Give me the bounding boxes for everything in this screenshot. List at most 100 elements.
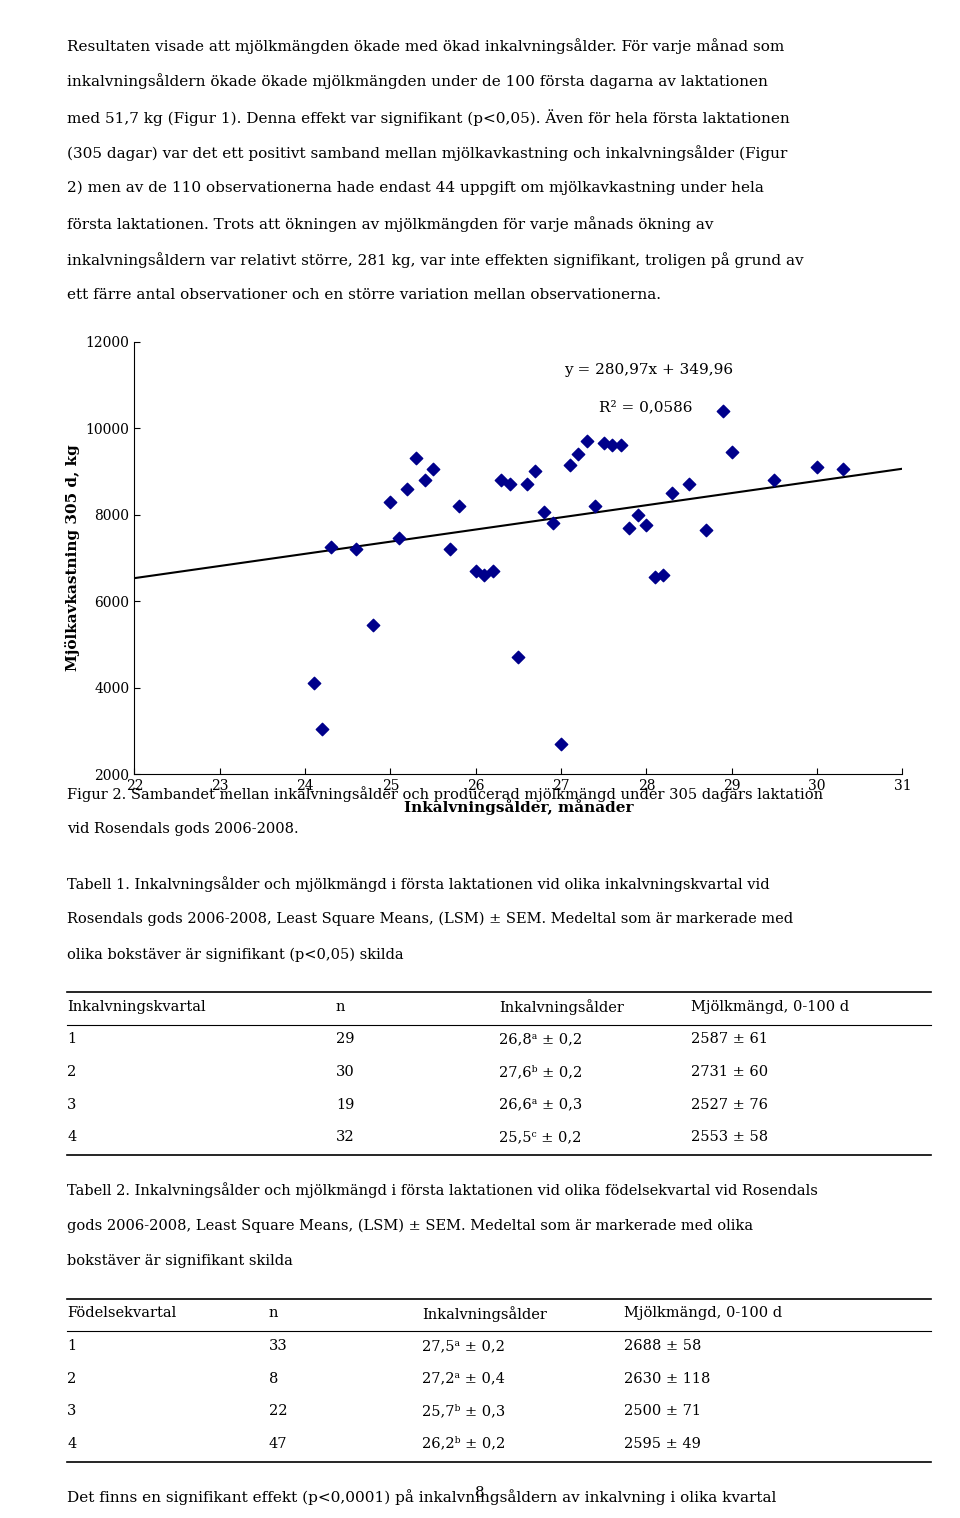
Text: gods 2006-2008, Least Square Means, (LSM) ± SEM. Medeltal som är markerade med o: gods 2006-2008, Least Square Means, (LSM… <box>67 1217 754 1233</box>
Point <box>682 472 697 496</box>
Text: 27,6ᵇ ± 0,2: 27,6ᵇ ± 0,2 <box>499 1064 583 1079</box>
Point <box>417 468 432 492</box>
Text: 1: 1 <box>67 1339 77 1353</box>
Text: 29: 29 <box>336 1032 354 1046</box>
Point <box>809 455 825 480</box>
Text: 27,5ᵃ ± 0,2: 27,5ᵃ ± 0,2 <box>422 1339 505 1353</box>
Text: 25,5ᶜ ± 0,2: 25,5ᶜ ± 0,2 <box>499 1129 582 1145</box>
Text: n: n <box>336 999 346 1014</box>
Point <box>476 563 492 587</box>
Text: Inkalvningsålder: Inkalvningsålder <box>499 999 624 1016</box>
Point <box>315 716 330 741</box>
Point <box>638 513 654 537</box>
Text: Inkalvningskvartal: Inkalvningskvartal <box>67 999 205 1014</box>
Text: 30: 30 <box>336 1064 355 1079</box>
Point <box>468 559 484 583</box>
Point <box>656 563 671 587</box>
Text: Mjölkmängd, 0-100 d: Mjölkmängd, 0-100 d <box>624 1305 782 1321</box>
Point <box>562 452 577 477</box>
Point <box>323 534 338 559</box>
Point <box>408 446 423 471</box>
Text: vid Rosendals gods 2006-2008.: vid Rosendals gods 2006-2008. <box>67 821 299 836</box>
Text: första laktationen. Trots att ökningen av mjölkmängden för varje månads ökning a: första laktationen. Trots att ökningen a… <box>67 216 713 232</box>
Y-axis label: Mjölkavkastning 305 d, kg: Mjölkavkastning 305 d, kg <box>65 445 80 671</box>
Text: 32: 32 <box>336 1129 354 1145</box>
Text: Mjölkmängd, 0-100 d: Mjölkmängd, 0-100 d <box>691 999 850 1014</box>
Point <box>502 472 517 496</box>
Text: 4: 4 <box>67 1129 77 1145</box>
Point <box>511 645 526 669</box>
Point <box>425 457 441 481</box>
Point <box>835 457 851 481</box>
Text: 26,8ᵃ ± 0,2: 26,8ᵃ ± 0,2 <box>499 1032 583 1046</box>
Text: 2731 ± 60: 2731 ± 60 <box>691 1064 768 1079</box>
Point <box>724 440 739 465</box>
Point <box>519 472 535 496</box>
Text: 2630 ± 118: 2630 ± 118 <box>624 1371 710 1386</box>
Text: 2500 ± 71: 2500 ± 71 <box>624 1404 701 1418</box>
Point <box>392 527 407 551</box>
Point <box>596 431 612 455</box>
Text: Tabell 2. Inkalvningsålder och mjölkmängd i första laktationen vid olika födelse: Tabell 2. Inkalvningsålder och mjölkmäng… <box>67 1183 818 1198</box>
Text: 8: 8 <box>269 1371 278 1386</box>
Point <box>605 433 620 457</box>
Point <box>528 458 543 483</box>
Point <box>767 468 782 492</box>
Point <box>366 613 381 638</box>
Text: 19: 19 <box>336 1098 354 1111</box>
Text: Resultaten visade att mjölkmängden ökade med ökad inkalvningsålder. För varje må: Resultaten visade att mjölkmängden ökade… <box>67 38 784 53</box>
Text: Figur 2. Sambandet mellan inkalvningsålder och producerad mjölkmängd under 305 d: Figur 2. Sambandet mellan inkalvningsåld… <box>67 786 824 802</box>
Text: Tabell 1. Inkalvningsålder och mjölkmängd i första laktationen vid olika inkalvn: Tabell 1. Inkalvningsålder och mjölkmäng… <box>67 876 770 891</box>
Text: olika bokstäver är signifikant (p<0,05) skilda: olika bokstäver är signifikant (p<0,05) … <box>67 947 404 961</box>
Point <box>537 501 552 525</box>
Text: bokstäver är signifikant skilda: bokstäver är signifikant skilda <box>67 1254 293 1268</box>
Text: inkalvningsåldern ökade ökade mjölkmängden under de 100 första dagarna av laktat: inkalvningsåldern ökade ökade mjölkmängd… <box>67 73 768 90</box>
Text: 33: 33 <box>269 1339 288 1353</box>
Point <box>383 489 398 513</box>
Point <box>613 433 629 457</box>
Text: 26,6ᵃ ± 0,3: 26,6ᵃ ± 0,3 <box>499 1098 583 1111</box>
Point <box>579 430 594 454</box>
Text: inkalvningsåldern var relativt större, 281 kg, var inte effekten signifikant, tr: inkalvningsåldern var relativt större, 2… <box>67 252 804 267</box>
Point <box>553 732 568 756</box>
Point <box>622 516 637 540</box>
Point <box>588 493 603 518</box>
Point <box>443 537 458 562</box>
Text: 2) men av de 110 observationerna hade endast 44 uppgift om mjölkavkastning under: 2) men av de 110 observationerna hade en… <box>67 181 764 194</box>
Text: Rosendals gods 2006-2008, Least Square Means, (LSM) ± SEM. Medeltal som är marke: Rosendals gods 2006-2008, Least Square M… <box>67 911 793 926</box>
Point <box>570 442 586 466</box>
Point <box>647 565 662 589</box>
Text: (305 dagar) var det ett positivt samband mellan mjölkavkastning och inkalvningså: (305 dagar) var det ett positivt samband… <box>67 144 787 161</box>
Point <box>485 559 500 583</box>
Point <box>306 671 322 695</box>
Text: 4: 4 <box>67 1436 77 1451</box>
Text: R² = 0,0586: R² = 0,0586 <box>599 399 692 414</box>
Text: 2595 ± 49: 2595 ± 49 <box>624 1436 701 1451</box>
Text: Födelsekvartal: Födelsekvartal <box>67 1305 177 1321</box>
Text: ett färre antal observationer och en större variation mellan observationerna.: ett färre antal observationer och en stö… <box>67 287 661 302</box>
Text: 2553 ± 58: 2553 ± 58 <box>691 1129 768 1145</box>
Text: 2688 ± 58: 2688 ± 58 <box>624 1339 702 1353</box>
Point <box>664 481 680 505</box>
Text: 1: 1 <box>67 1032 77 1046</box>
Text: 2: 2 <box>67 1064 77 1079</box>
Point <box>545 512 561 536</box>
Text: 2527 ± 76: 2527 ± 76 <box>691 1098 768 1111</box>
Text: med 51,7 kg (Figur 1). Denna effekt var signifikant (p<0,05). Även för hela förs: med 51,7 kg (Figur 1). Denna effekt var … <box>67 109 790 126</box>
Text: 2587 ± 61: 2587 ± 61 <box>691 1032 768 1046</box>
Text: 22: 22 <box>269 1404 287 1418</box>
Text: Det finns en signifikant effekt (p<0,0001) på inkalvningsåldern av inkalvning i : Det finns en signifikant effekt (p<0,000… <box>67 1489 777 1504</box>
Point <box>715 399 731 424</box>
Point <box>399 477 415 501</box>
Text: 47: 47 <box>269 1436 287 1451</box>
Text: y = 280,97x + 349,96: y = 280,97x + 349,96 <box>564 363 733 376</box>
Point <box>630 502 645 527</box>
X-axis label: Inkalvningsålder, månader: Inkalvningsålder, månader <box>403 798 634 815</box>
Point <box>493 468 509 492</box>
Text: 27,2ᵃ ± 0,4: 27,2ᵃ ± 0,4 <box>422 1371 505 1386</box>
Text: 25,7ᵇ ± 0,3: 25,7ᵇ ± 0,3 <box>422 1404 506 1418</box>
Text: 3: 3 <box>67 1404 77 1418</box>
Point <box>699 518 714 542</box>
Point <box>348 537 364 562</box>
Text: 26,2ᵇ ± 0,2: 26,2ᵇ ± 0,2 <box>422 1436 506 1451</box>
